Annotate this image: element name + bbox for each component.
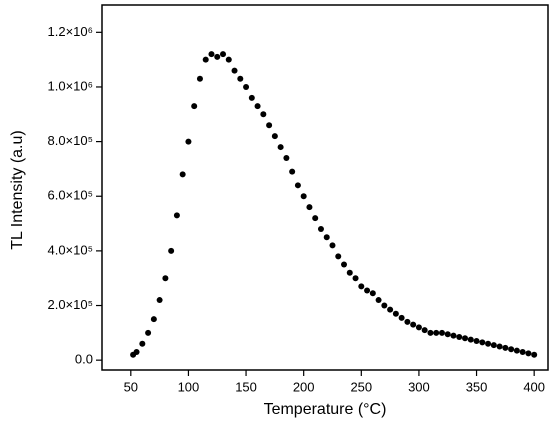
data-point <box>196 75 203 82</box>
data-point <box>202 56 209 63</box>
data-point <box>415 324 422 331</box>
data-point <box>531 351 538 358</box>
data-point <box>283 154 290 161</box>
data-point <box>312 215 319 222</box>
data-point <box>364 287 371 294</box>
data-point <box>145 329 152 336</box>
x-tick-label: 100 <box>178 379 200 394</box>
data-point <box>133 348 140 355</box>
data-point <box>179 171 186 178</box>
data-point <box>398 314 405 321</box>
data-point <box>191 103 198 110</box>
data-point <box>490 342 497 349</box>
data-point <box>421 327 428 334</box>
y-tick-label: 6.0×10⁵ <box>47 188 93 203</box>
data-point <box>173 212 180 219</box>
data-point <box>456 333 463 340</box>
y-tick-label: 2.0×10⁵ <box>47 297 93 312</box>
data-point <box>335 253 342 260</box>
data-point <box>508 346 515 353</box>
data-point <box>438 329 445 336</box>
data-point <box>519 348 526 355</box>
data-point <box>289 168 296 175</box>
data-point <box>392 310 399 317</box>
data-point <box>248 94 255 101</box>
data-point <box>329 242 336 249</box>
data-point <box>450 332 457 339</box>
data-point <box>387 306 394 313</box>
data-point <box>462 335 469 342</box>
data-point <box>473 338 480 345</box>
y-tick-label: 1.0×10⁶ <box>48 78 93 93</box>
data-point <box>317 226 324 233</box>
data-point <box>346 269 353 276</box>
x-tick-label: 300 <box>408 379 430 394</box>
data-point <box>358 283 365 290</box>
data-point <box>185 138 192 145</box>
data-point <box>502 344 509 351</box>
data-point <box>525 350 532 357</box>
data-point <box>139 340 146 347</box>
y-axis-title: TL Intensity (a.u) <box>9 130 26 249</box>
x-tick-label: 350 <box>466 379 488 394</box>
y-tick-label: 4.0×10⁵ <box>47 242 93 257</box>
data-point <box>410 321 417 328</box>
data-point <box>306 204 313 211</box>
data-point <box>294 182 301 189</box>
data-point <box>467 336 474 343</box>
data-point <box>427 329 434 336</box>
data-point <box>162 275 169 282</box>
data-point <box>404 318 411 325</box>
data-point <box>266 122 273 129</box>
x-tick-label: 150 <box>235 379 257 394</box>
data-point <box>352 275 359 282</box>
data-point <box>496 343 503 350</box>
data-point <box>277 144 284 151</box>
data-point <box>150 316 157 323</box>
x-tick-label: 50 <box>124 379 138 394</box>
x-tick-label: 200 <box>293 379 315 394</box>
data-point <box>243 83 250 90</box>
data-point <box>513 347 520 354</box>
data-point <box>433 329 440 336</box>
y-tick-label: 8.0×10⁵ <box>47 133 93 148</box>
data-point <box>444 331 451 338</box>
data-point <box>231 67 238 74</box>
data-point <box>156 297 163 304</box>
data-point <box>369 290 376 297</box>
data-point <box>214 53 221 60</box>
data-point <box>271 133 278 140</box>
data-point <box>254 103 261 110</box>
data-point <box>260 111 267 118</box>
data-point <box>375 297 382 304</box>
plot-frame <box>101 4 549 371</box>
data-point <box>479 339 486 346</box>
data-point <box>323 234 330 241</box>
data-point <box>208 51 215 58</box>
data-point <box>300 193 307 200</box>
data-point <box>381 302 388 309</box>
data-point <box>341 261 348 268</box>
data-point <box>168 247 175 254</box>
data-point <box>220 51 227 58</box>
data-point <box>237 75 244 82</box>
y-tick-label: 1.2×10⁶ <box>48 24 93 39</box>
y-tick-label: 0.0 <box>75 352 93 367</box>
x-axis-title: Temperature (°C) <box>264 401 387 418</box>
data-point <box>485 340 492 347</box>
data-point <box>225 56 232 63</box>
x-tick-label: 400 <box>523 379 545 394</box>
x-tick-label: 250 <box>350 379 372 394</box>
